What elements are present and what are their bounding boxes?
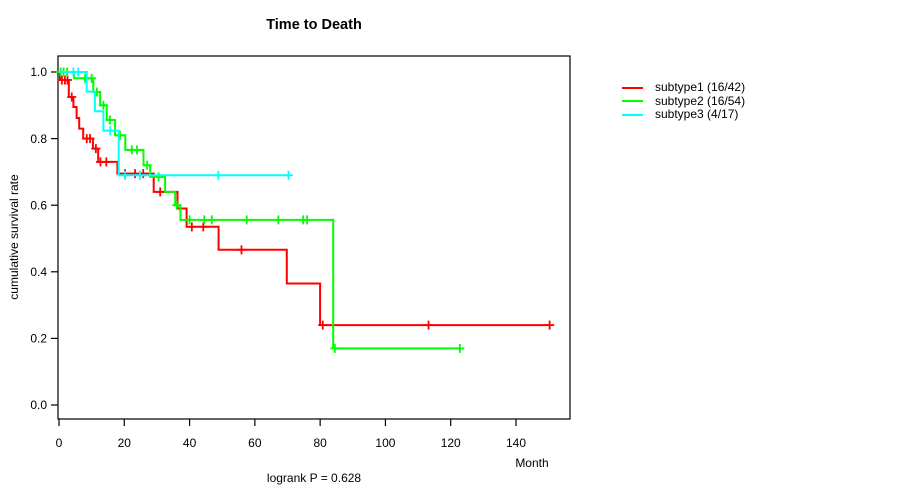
legend-line-swatch: [622, 100, 643, 103]
censor-mark: [283, 170, 293, 180]
censor-mark: [198, 222, 208, 232]
censor-mark: [207, 215, 217, 225]
censor-mark: [330, 343, 340, 353]
x-tick-label: 20: [118, 436, 132, 450]
censor-mark: [101, 157, 111, 167]
censor-mark: [154, 172, 164, 182]
x-axis: 0 20 40 60 80 100 120 140: [56, 419, 526, 450]
y-axis-label: cumulative survival rate: [7, 174, 21, 300]
series-subtype2: [56, 67, 465, 353]
censor-mark: [185, 215, 195, 225]
censor-mark: [62, 75, 72, 85]
legend-entry-subtype3: subtype3 (4/17): [622, 107, 745, 122]
censor-mark: [132, 145, 142, 155]
y-axis: 0.0 0.2 0.4 0.6 0.8 1.0: [30, 65, 58, 412]
censor-mark: [142, 160, 152, 170]
censor-mark: [273, 215, 283, 225]
y-tick-label: 0.8: [30, 132, 47, 146]
y-tick-label: 0.6: [30, 198, 47, 212]
censor-mark: [115, 130, 125, 140]
x-tick-label: 40: [183, 436, 197, 450]
x-tick-label: 60: [248, 436, 262, 450]
censor-mark: [545, 320, 555, 330]
series-subtype1: [57, 71, 555, 330]
survival-curve-subtype2: [59, 71, 460, 350]
censor-mark: [98, 100, 108, 110]
censor-mark: [73, 67, 83, 77]
y-tick-label: 0.4: [30, 265, 47, 279]
chart-title: Time to Death: [266, 17, 362, 33]
censor-mark: [172, 200, 182, 210]
legend-entry-subtype1: subtype1 (16/42): [622, 80, 746, 95]
x-tick-label: 100: [375, 436, 395, 450]
censor-mark: [105, 115, 115, 125]
censor-mark: [130, 169, 140, 179]
censor-mark: [85, 134, 95, 144]
legend-label: subtype2 (16/54): [655, 93, 746, 108]
x-axis-label: Month: [515, 456, 549, 470]
legend-line-swatch: [622, 113, 643, 116]
logrank-pvalue-note: logrank P = 0.628: [266, 471, 362, 485]
legend-label: subtype1 (16/42): [655, 80, 746, 94]
censor-mark: [213, 170, 223, 180]
legend-label: subtype3 (4/17): [655, 107, 739, 121]
censor-mark: [87, 73, 97, 83]
survival-curve-subtype3: [59, 71, 289, 177]
censor-mark: [242, 215, 252, 225]
censor-mark: [236, 245, 246, 255]
censor-mark: [455, 343, 465, 353]
y-tick-label: 0.0: [30, 398, 47, 412]
y-tick-label: 1.0: [30, 65, 47, 79]
x-tick-label: 120: [441, 436, 461, 450]
plot-box: [57, 55, 571, 420]
legend-entry-subtype2: subtype2 (16/54): [622, 93, 746, 109]
x-tick-label: 0: [56, 436, 63, 450]
censor-mark: [199, 215, 209, 225]
y-tick-label: 0.2: [30, 332, 47, 346]
series-subtype3: [59, 67, 293, 180]
censor-mark: [67, 92, 77, 102]
censor-mark: [302, 215, 312, 225]
x-tick-label: 80: [313, 436, 327, 450]
legend: subtype1 (16/42) subtype2 (16/54) subtype3…: [622, 80, 746, 122]
censor-mark: [155, 187, 165, 197]
survival-curve-subtype1: [59, 71, 550, 327]
censor-mark: [120, 170, 130, 180]
censor-mark: [318, 320, 328, 330]
censor-mark: [135, 170, 145, 180]
censor-mark: [91, 144, 101, 154]
censor-mark: [424, 320, 434, 330]
censor-mark: [105, 126, 115, 136]
x-tick-label: 140: [506, 436, 526, 450]
censor-mark: [187, 222, 197, 232]
legend-line-swatch: [622, 86, 643, 89]
